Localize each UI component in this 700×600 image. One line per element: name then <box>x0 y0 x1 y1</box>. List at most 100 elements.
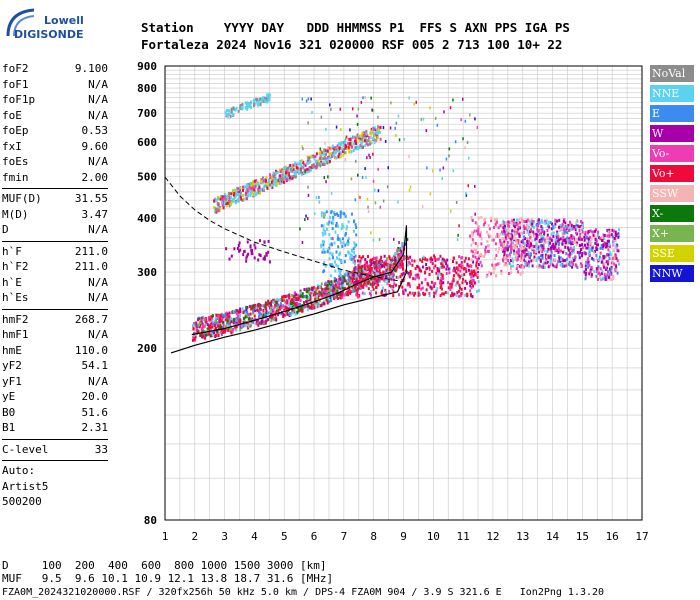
echo-point <box>328 282 331 286</box>
echo-point <box>299 293 302 297</box>
echo-point <box>331 146 334 150</box>
echo-point <box>330 107 332 111</box>
echo-point <box>213 321 216 325</box>
echo-point <box>399 265 402 269</box>
echo-point <box>538 263 541 267</box>
echo-point <box>574 226 577 230</box>
echo-point <box>451 292 454 296</box>
echo-point <box>608 257 611 260</box>
echo-point <box>413 102 415 106</box>
echo-point <box>313 306 316 310</box>
echo-point <box>612 229 615 233</box>
echo-point <box>348 287 351 291</box>
echo-point <box>330 237 333 241</box>
echo-point <box>476 290 479 294</box>
echo-point <box>248 182 251 186</box>
echo-point <box>323 148 326 152</box>
echo-point <box>498 247 501 251</box>
param-row: M(D) 3.47 <box>2 208 108 224</box>
echo-point <box>564 241 567 245</box>
echo-point <box>579 232 582 236</box>
echo-point <box>257 181 260 185</box>
echo-point <box>240 326 243 330</box>
param-name: foF2 <box>2 62 29 75</box>
echo-point <box>265 317 268 321</box>
echo-point <box>553 258 556 262</box>
echo-point <box>472 250 474 254</box>
echo-point <box>475 251 478 255</box>
echo-point <box>476 266 479 270</box>
param-value: N/A <box>88 374 108 388</box>
echo-point <box>220 314 222 318</box>
echo-point <box>357 147 360 150</box>
echo-point <box>469 234 472 238</box>
echo-point <box>603 234 606 237</box>
echo-point <box>454 283 457 287</box>
echo-point <box>558 229 561 233</box>
echo-point <box>268 301 271 305</box>
echo-point <box>385 266 387 269</box>
echo-point <box>556 232 559 236</box>
echo-point <box>230 320 233 324</box>
echo-point <box>445 157 448 161</box>
echo-point <box>237 317 240 321</box>
echo-point <box>250 184 253 188</box>
echo-point <box>352 260 355 264</box>
parameter-table: foF2 9.100 foF1 N/A foF1p N/A foE N/A foEp 0.53 fx… <box>2 62 108 511</box>
echo-point <box>260 315 262 319</box>
echo-point <box>331 144 334 148</box>
echo-point <box>428 268 431 272</box>
echo-point <box>385 259 388 263</box>
echo-point <box>216 201 219 205</box>
y-tick-label: 80 <box>144 514 157 527</box>
echo-point <box>564 224 567 228</box>
echo-point <box>346 281 349 285</box>
echo-point <box>283 313 286 317</box>
echo-point <box>317 302 320 306</box>
echo-point <box>466 262 469 266</box>
echo-point <box>517 265 519 268</box>
echo-point <box>352 247 355 251</box>
echo-point <box>301 241 304 244</box>
echo-point <box>433 285 436 288</box>
echo-point <box>344 254 347 257</box>
echo-point <box>234 326 237 330</box>
echo-point <box>362 285 365 289</box>
echo-point <box>331 151 334 155</box>
echo-point <box>372 109 375 113</box>
echo-point <box>339 238 342 242</box>
param-value: 9.100 <box>74 62 108 75</box>
echo-point <box>505 254 508 258</box>
echo-point <box>343 279 346 283</box>
echo-point <box>220 333 223 337</box>
echo-point <box>552 226 555 230</box>
param-row: h`F 211.0 <box>2 245 108 261</box>
echo-point <box>441 292 444 296</box>
echo-point <box>269 173 272 177</box>
echo-point <box>357 259 359 263</box>
echo-point <box>216 207 219 211</box>
echo-point <box>287 294 290 298</box>
echo-point <box>310 303 313 307</box>
echo-point <box>615 244 618 248</box>
echo-point <box>479 260 482 264</box>
echo-point <box>352 135 355 139</box>
echo-point <box>259 97 262 101</box>
echo-point <box>237 199 240 203</box>
echo-point <box>419 293 422 297</box>
echo-point <box>600 272 603 275</box>
echo-point <box>339 292 342 296</box>
echo-point <box>402 291 405 295</box>
echo-point <box>379 272 382 276</box>
echo-point <box>305 287 308 291</box>
echo-point <box>466 292 469 296</box>
echo-point <box>515 267 518 271</box>
echo-point <box>459 275 462 279</box>
echo-point <box>355 267 358 271</box>
echo-point <box>333 241 336 245</box>
echo-point <box>395 261 398 265</box>
echo-point <box>614 230 617 234</box>
echo-point <box>296 311 298 315</box>
echo-point <box>362 255 365 259</box>
echo-point <box>460 262 463 266</box>
